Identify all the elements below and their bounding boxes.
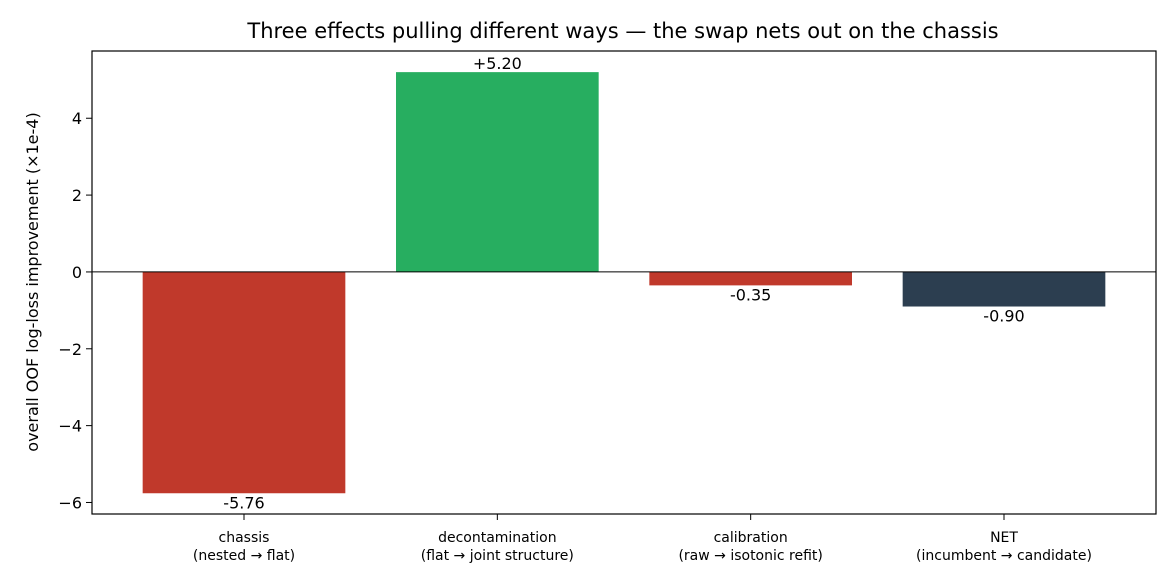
- category-sublabel: (flat → joint structure): [421, 548, 574, 564]
- category-label: calibration: [714, 530, 788, 546]
- y-tick-label: −4: [58, 417, 82, 436]
- y-tick-label: −6: [58, 493, 82, 512]
- plot-frame: [91, 50, 1157, 515]
- y-tick-label: 0: [72, 263, 82, 282]
- bar-3: [902, 271, 1106, 307]
- value-label-0: -5.76: [223, 493, 264, 512]
- bars-group: [142, 72, 1106, 494]
- category-sublabel: (raw → isotonic refit): [678, 548, 822, 564]
- category-label: decontamination: [438, 530, 557, 546]
- bar-0: [142, 271, 346, 494]
- x-axis-ticks: chassis (nested → flat) decontamination (fl…: [193, 514, 1092, 564]
- y-tick-label: 4: [72, 109, 82, 128]
- value-label-3: -0.90: [983, 307, 1024, 326]
- y-tick-label: −2: [58, 340, 82, 359]
- y-tick-label: 2: [72, 186, 82, 205]
- category-label: NET: [990, 530, 1018, 546]
- value-label-2: -0.35: [730, 285, 771, 304]
- category-sublabel: (nested → flat): [193, 548, 295, 564]
- bar-1: [396, 72, 599, 272]
- category-label: chassis: [219, 530, 270, 546]
- value-labels-group: -5.76 +5.20 -0.35 -0.90: [223, 54, 1024, 512]
- value-label-1: +5.20: [473, 54, 522, 73]
- chart-title: Three effects pulling different ways — t…: [246, 19, 998, 43]
- bar-2: [649, 271, 852, 286]
- y-axis-label: overall OOF log-loss improvement (×1e-4): [23, 112, 42, 451]
- category-sublabel: (incumbent → candidate): [916, 548, 1092, 564]
- y-axis-ticks: −6 −4 −2 0 2 4: [58, 109, 92, 512]
